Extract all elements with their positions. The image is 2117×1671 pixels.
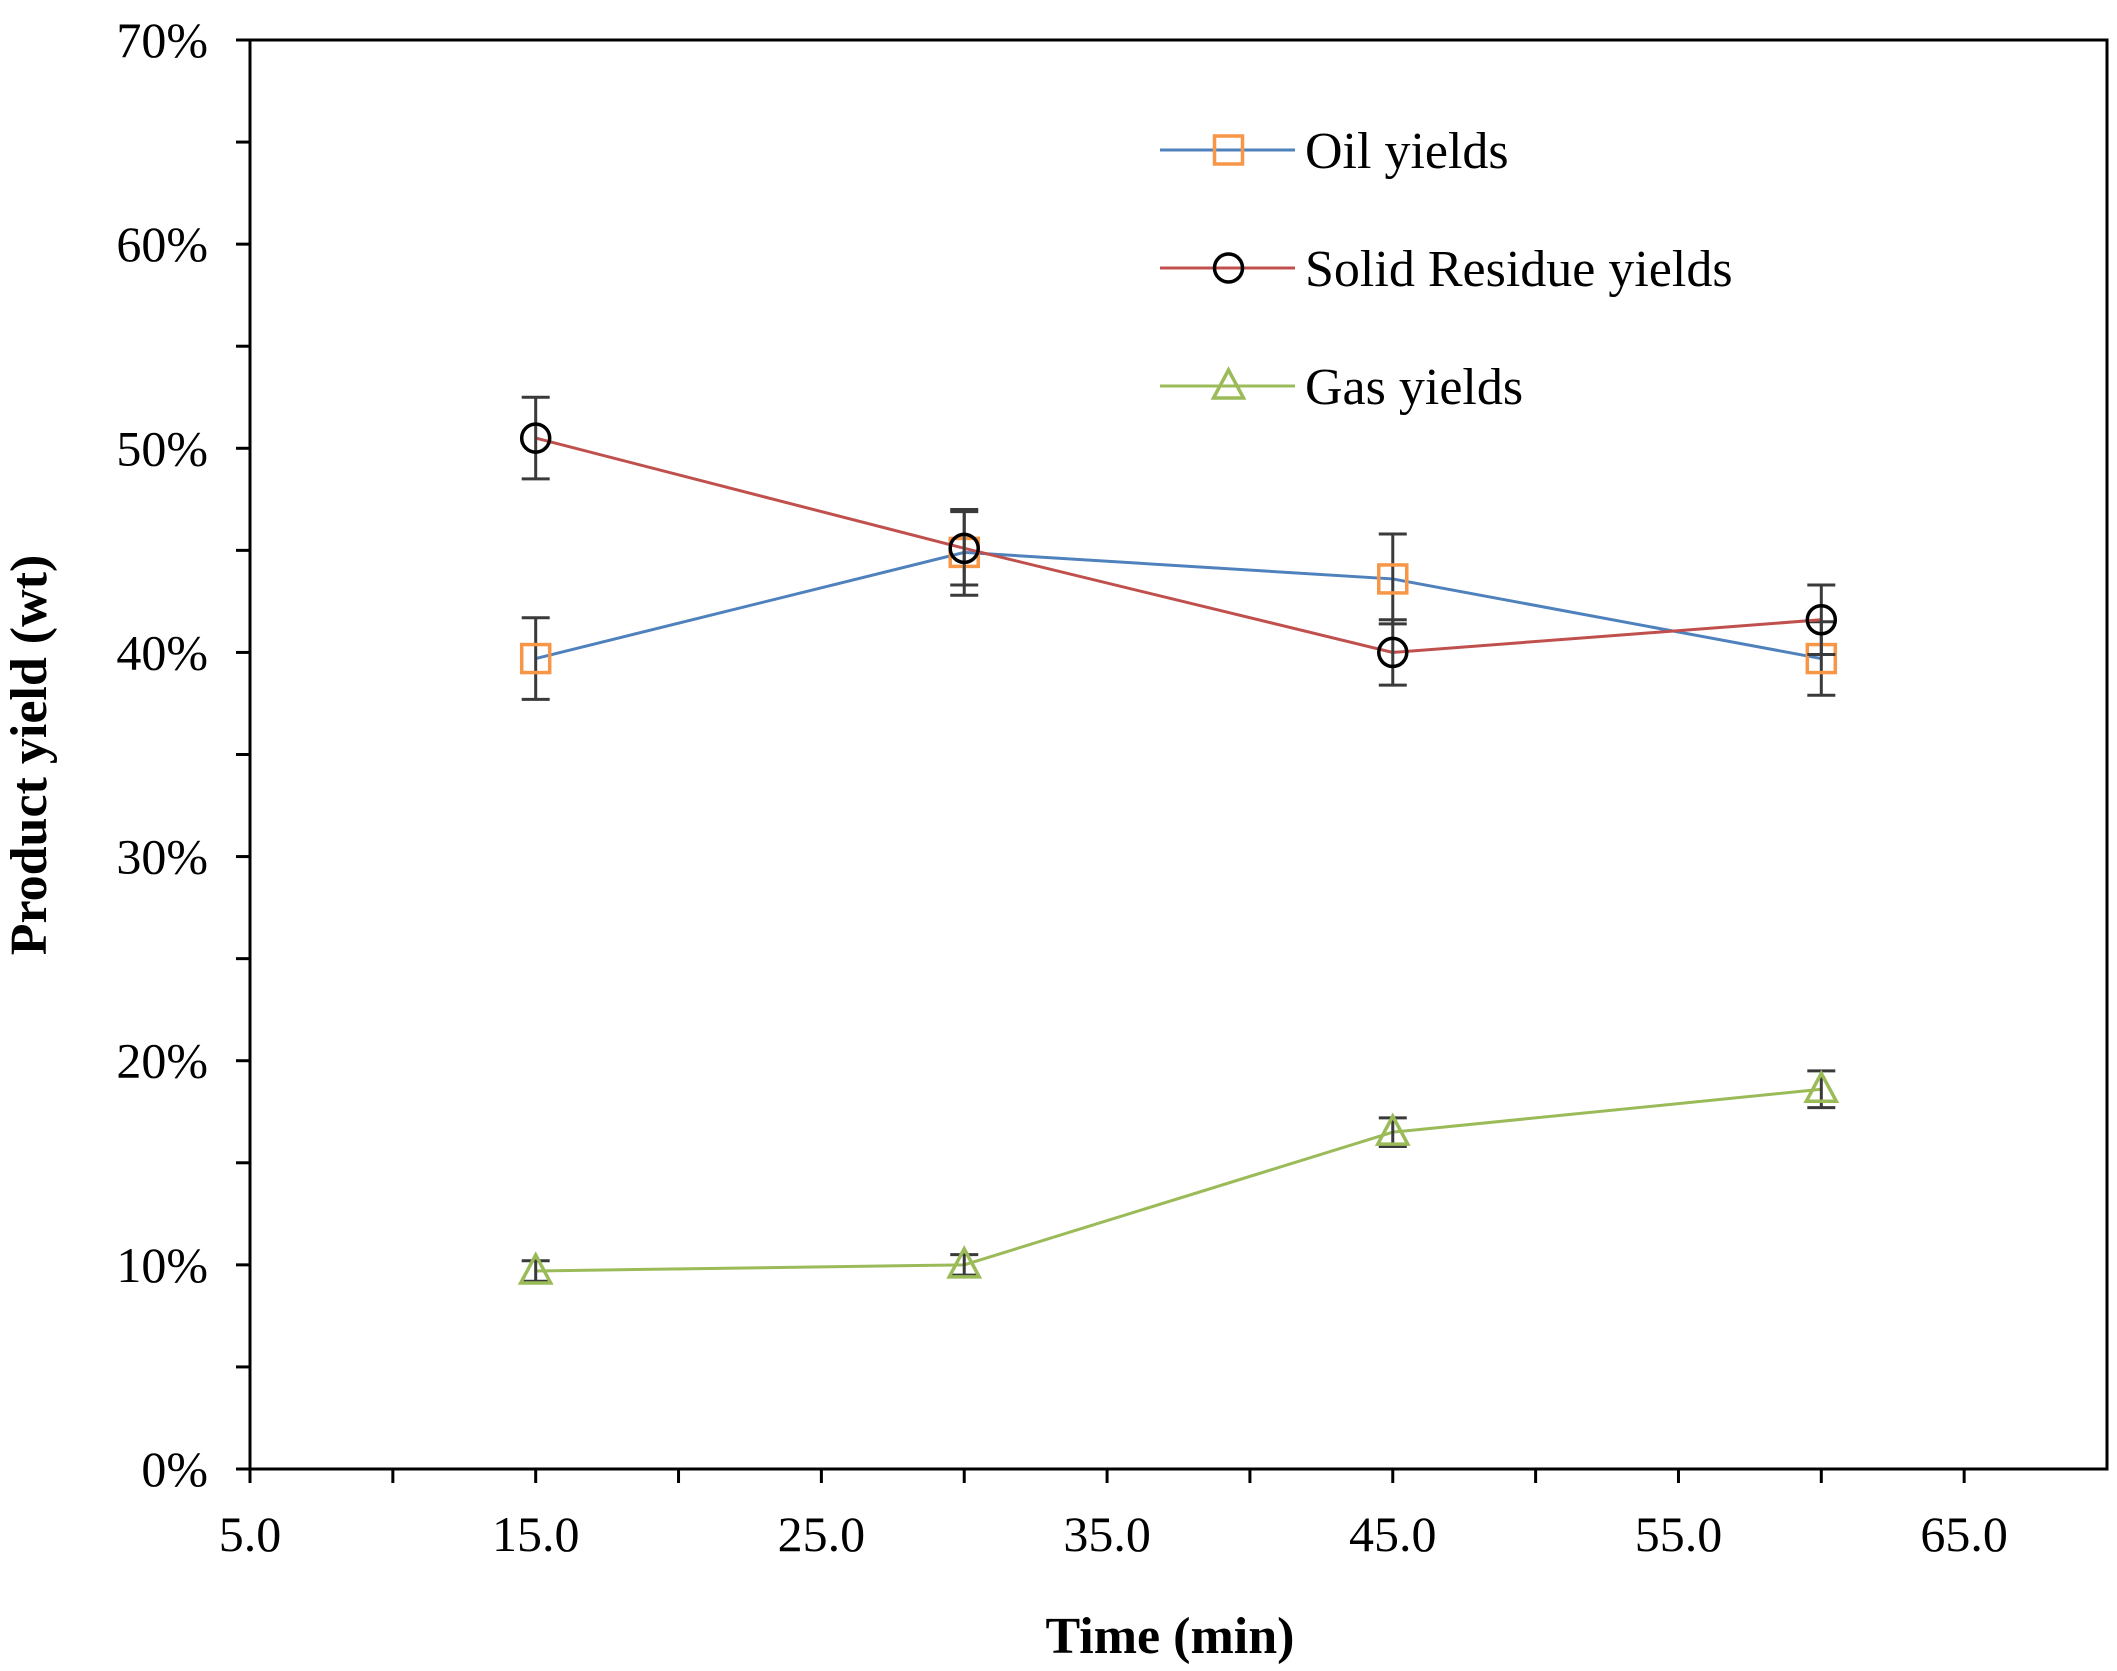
error-bar [1378,618,1407,687]
x-tick-label: 15.0 [492,1506,580,1562]
y-tick-label: 30% [116,829,208,885]
series-line [535,550,1822,661]
series-line [535,436,1822,654]
y-tick-label: 40% [116,624,208,680]
series-line [535,1087,1822,1273]
data-point [1377,636,1409,669]
legend-item: Gas yields [1160,359,1523,416]
series-0 [519,508,1838,701]
x-tick-label: 45.0 [1349,1506,1437,1562]
legend-item: Solid Residue yields [1160,241,1733,298]
y-tick-label: 20% [116,1033,208,1089]
data-point [948,532,980,565]
legend-label: Gas yields [1305,359,1523,416]
x-tick-label: 65.0 [1920,1506,2008,1562]
legend-marker [1212,134,1245,166]
data-point [1805,604,1838,636]
x-tick-label: 25.0 [778,1506,866,1562]
error-bar [950,1253,979,1277]
y-tick-label: 10% [116,1237,208,1293]
legend-marker [1212,252,1245,284]
error-bar [950,510,979,587]
y-tick-label: 0% [141,1441,208,1497]
legend-label: Solid Residue yields [1305,241,1733,298]
series-2 [517,1069,1840,1285]
error-bar [521,1259,550,1283]
y-tick-label: 60% [116,216,208,272]
data-point [1377,563,1409,595]
legend-marker [1210,366,1247,400]
error-bar [521,395,550,481]
series-1 [519,395,1838,687]
error-bar [521,616,550,701]
legend-label: Oil yields [1305,123,1509,180]
data-point [1803,1069,1840,1104]
x-tick-label: 35.0 [1063,1506,1151,1562]
data-point [1374,1112,1411,1146]
data-point [946,1245,983,1279]
y-tick-label: 70% [116,12,208,68]
y-tick-label: 50% [116,420,208,476]
x-axis-title: Time (min) [1046,1608,1295,1665]
error-bar [1807,583,1836,656]
data-point [517,1251,554,1285]
legend: Oil yields Solid Residue yields Gas yields [1160,123,1733,416]
plot-frame [248,38,2109,1471]
x-tick-label: 5.0 [219,1506,282,1562]
data-point [519,642,552,675]
axes: 0% 10% 20% 30% 40% 50% 60% 70% 5.0 15.0 25.0 35.0 45… [116,12,2109,1562]
legend-item: Oil yields [1160,123,1509,180]
series-layer [517,395,1840,1285]
y-axis-title: Product yield (wt) [1,555,58,956]
data-point [519,422,552,454]
x-tick-label: 55.0 [1635,1506,1723,1562]
